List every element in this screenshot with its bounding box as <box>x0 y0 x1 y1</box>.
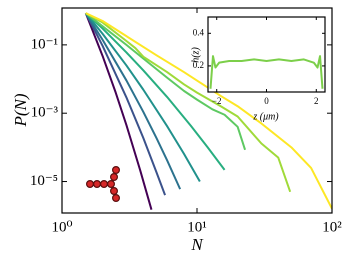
y-tick-label: 0.4 <box>193 27 205 37</box>
data-line <box>84 12 182 190</box>
y-axis-label: h(z) <box>190 47 201 63</box>
x-tick-label: 10² <box>322 219 342 235</box>
plot-lines <box>209 55 324 89</box>
molecule-icon <box>85 166 120 203</box>
axes-frame <box>61 7 333 214</box>
y-tick-label: 10⁻³ <box>31 105 59 121</box>
x-axis-label: N <box>190 235 204 254</box>
x-tick-label: 0 <box>264 96 269 106</box>
x-tick-label: 10¹ <box>187 219 207 235</box>
data-line <box>85 12 226 171</box>
x-tick-label: 2 <box>314 96 319 106</box>
data-line <box>84 12 153 210</box>
x-tick-label: −2 <box>212 96 222 106</box>
data-line <box>209 55 324 89</box>
y-tick-label: 10⁻¹ <box>31 36 58 52</box>
x-tick-label: 10⁰ <box>51 219 72 235</box>
data-line <box>85 12 292 193</box>
data-line <box>85 12 247 151</box>
x-axis-label: z (μm) <box>252 111 279 122</box>
plot-area <box>208 17 325 92</box>
plot-lines <box>84 12 332 210</box>
data-line <box>84 12 201 183</box>
axes-frame <box>207 16 326 93</box>
data-line <box>84 12 166 196</box>
y-axis-label: P(N) <box>11 93 30 127</box>
y-tick-label: 0.2 <box>193 60 204 70</box>
y-tick-label: 10⁻⁵ <box>30 173 58 189</box>
